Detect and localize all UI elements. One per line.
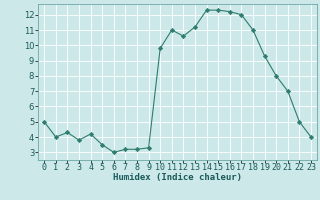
X-axis label: Humidex (Indice chaleur): Humidex (Indice chaleur) <box>113 173 242 182</box>
